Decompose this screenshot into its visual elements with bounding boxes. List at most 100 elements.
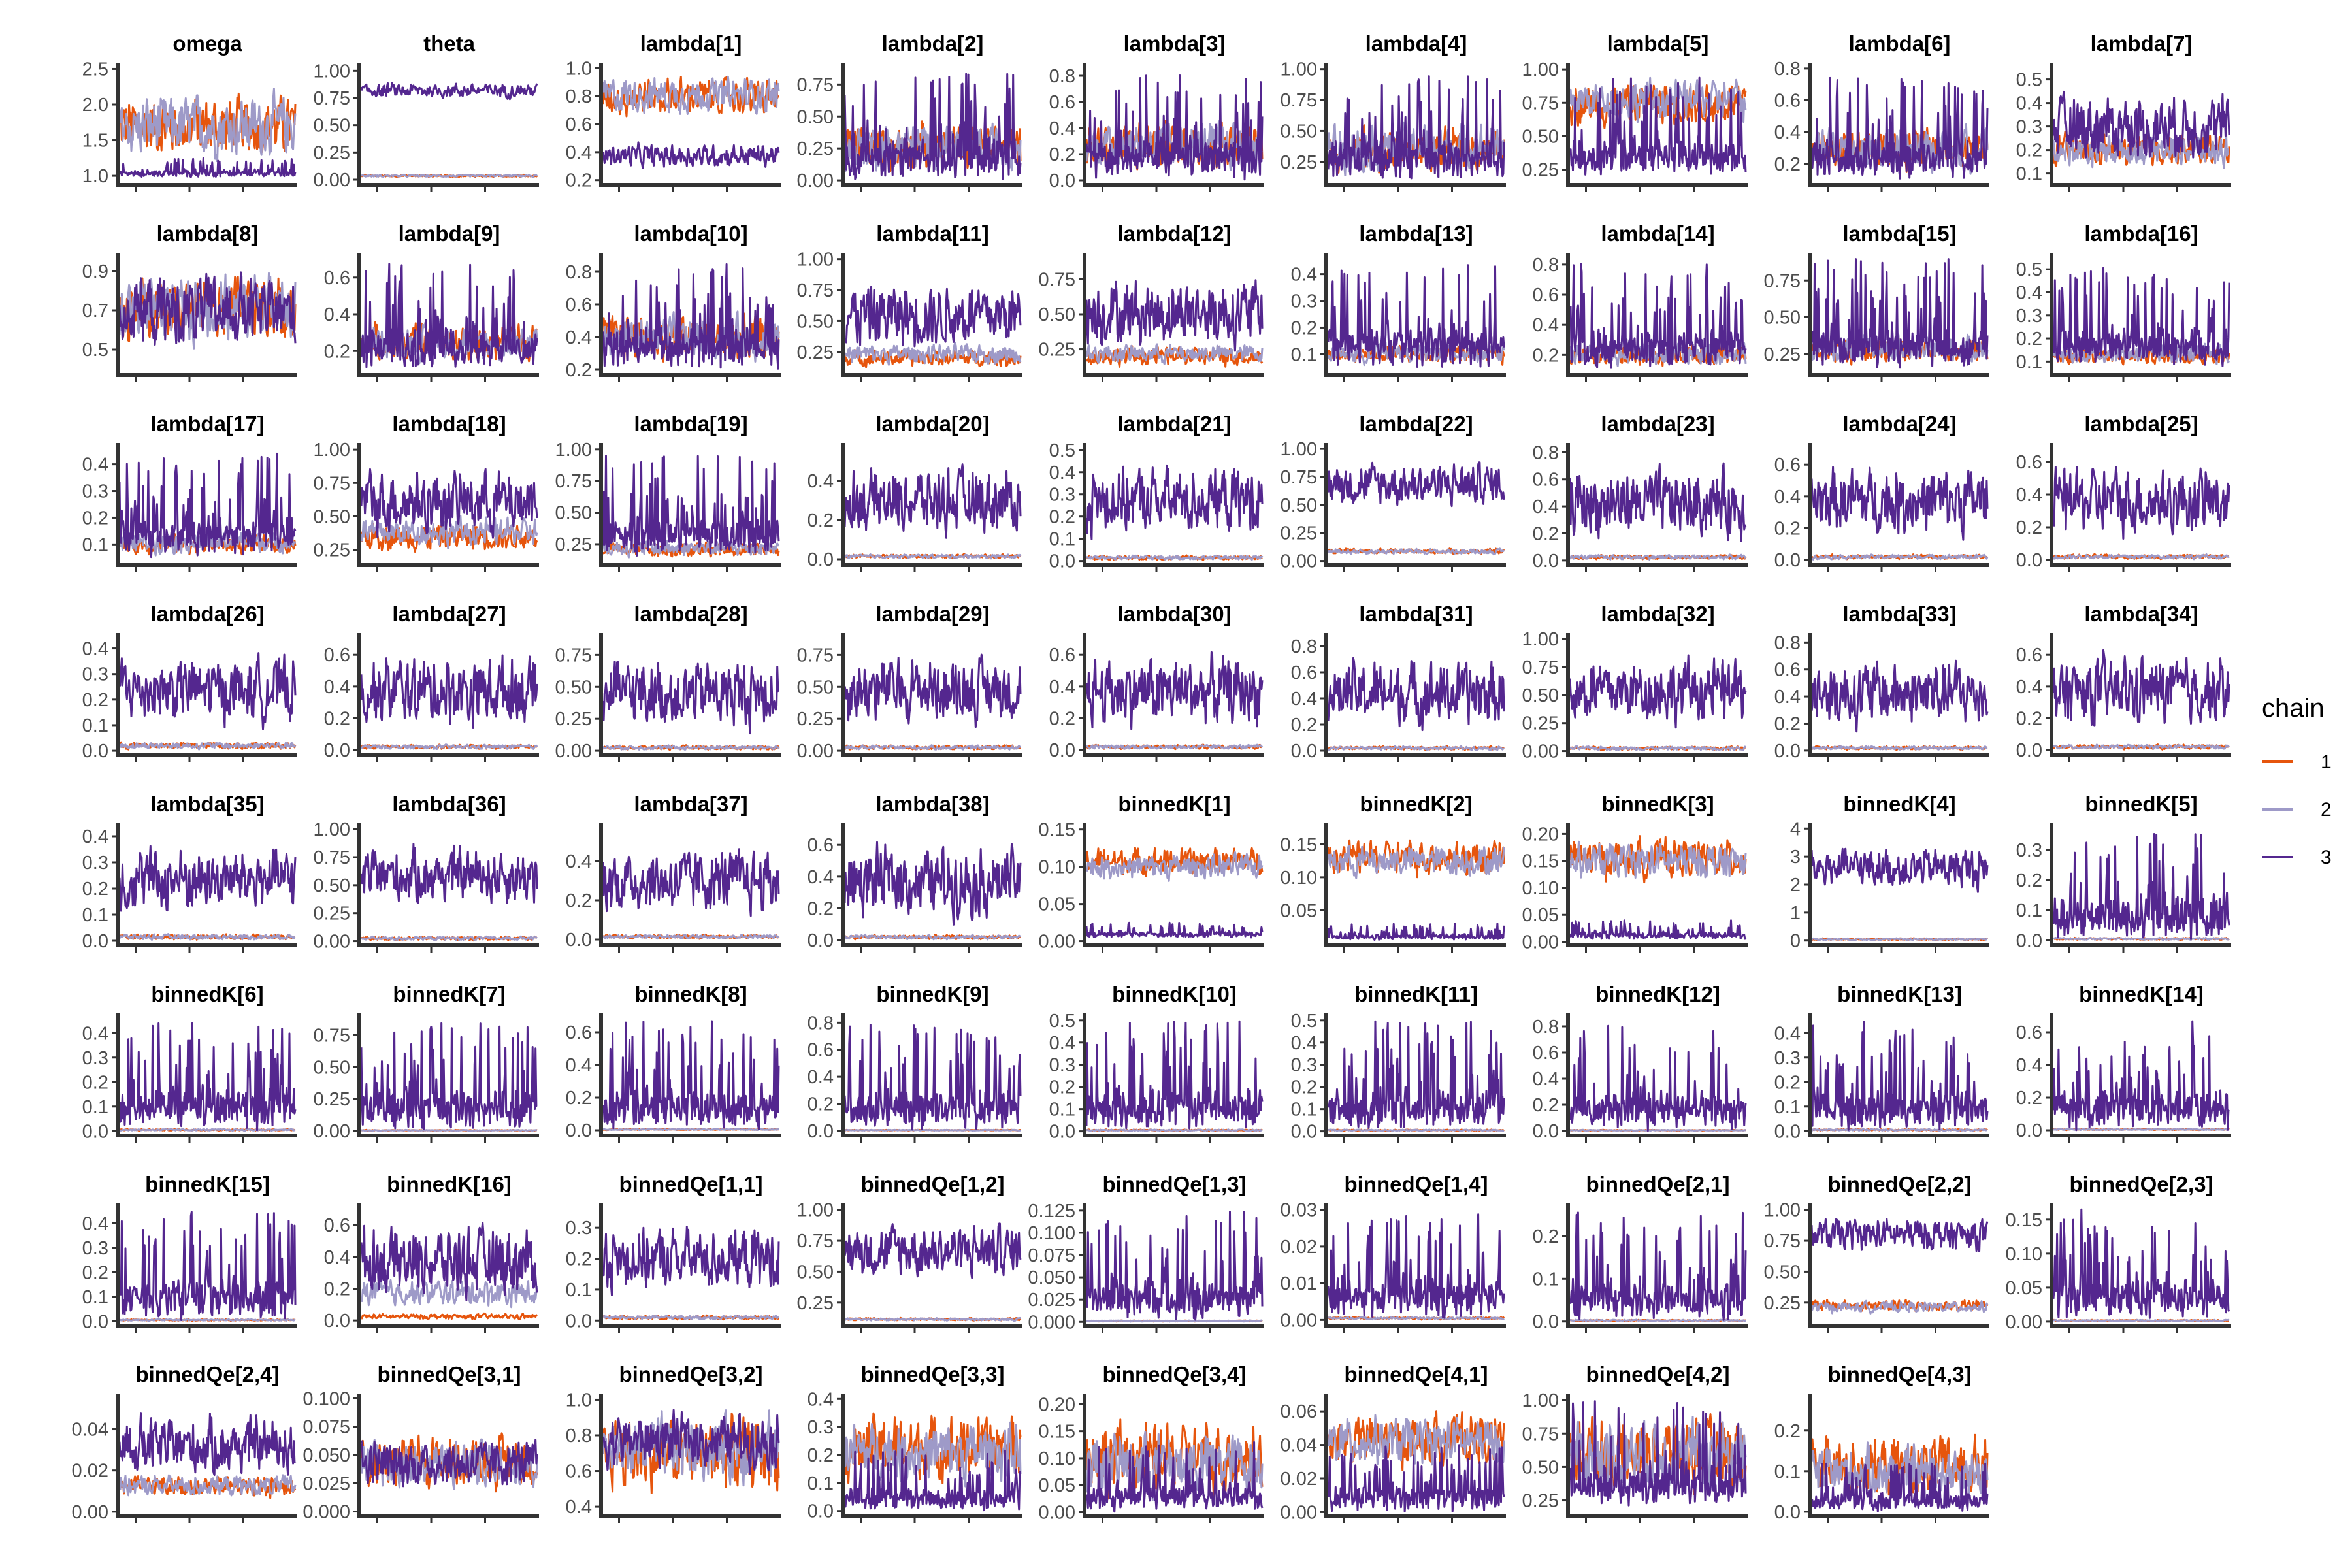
- trace-group: [118, 452, 297, 559]
- y-tick-label: 0.125: [1028, 1201, 1075, 1222]
- trace-group: [843, 1222, 1022, 1322]
- y-tick-label: 0.0: [808, 930, 834, 951]
- y-tick-label: 0.75: [797, 280, 834, 301]
- facet-panel: binnedQe[4,2] 0.25 0.50 0.75 1.00: [1522, 1362, 1748, 1523]
- panel-title: lambda[35]: [150, 792, 264, 816]
- y-tick-label: 0.01: [1281, 1273, 1317, 1294]
- y-tick-label: 0.0: [82, 741, 108, 762]
- facet-panel: binnedK[2] 0.05 0.10 0.15: [1281, 792, 1506, 953]
- chain-2-trace: [360, 1279, 538, 1309]
- facet-panel: binnedQe[4,3] 0.0 0.1 0.2: [1774, 1362, 1989, 1523]
- y-tick-label: 0.4: [82, 639, 108, 660]
- legend-label-chain-2: 2: [2321, 799, 2332, 821]
- y-tick-label: 0.4: [566, 1497, 592, 1518]
- trace-group: [1569, 1024, 1747, 1132]
- chain-3-trace: [2052, 1208, 2230, 1319]
- chain-3-trace: [2052, 649, 2230, 727]
- panel-title: binnedK[4]: [1843, 792, 1955, 816]
- facet-panel: lambda[7] 0.1 0.20.3 0.40.5: [2016, 31, 2231, 192]
- chain-2-trace: [1086, 554, 1264, 561]
- y-tick-label: 0.075: [302, 1417, 350, 1438]
- chain-2-trace: [360, 515, 538, 549]
- y-tick-label: 0: [1790, 931, 1801, 952]
- chain-2-trace: [2052, 553, 2230, 561]
- y-tick-label: 0.04: [72, 1420, 108, 1441]
- chain-3-trace: [1569, 1400, 1747, 1507]
- chain-3-trace: [843, 1024, 1022, 1131]
- y-tick-label: 0.9: [82, 261, 108, 282]
- facet-panel: lambda[19] 0.25 0.50 0.75 1.00: [555, 412, 781, 572]
- y-tick-label: 0.2: [566, 171, 592, 191]
- chain-2-trace: [602, 744, 780, 751]
- y-tick-label: 1.00: [797, 1200, 834, 1221]
- chain-3-trace: [1327, 264, 1505, 368]
- y-tick-label: 1.00: [1764, 1200, 1801, 1221]
- trace-group: [360, 468, 538, 553]
- y-tick-label: 0.6: [2016, 1022, 2042, 1043]
- y-tick-label: 0.75: [314, 1025, 350, 1046]
- y-tick-label: 0.2: [2016, 517, 2042, 538]
- trace-group: [1810, 1218, 1989, 1315]
- trace-group: [602, 75, 780, 169]
- chain-2-trace: [1810, 745, 1988, 751]
- y-tick-label: 0.6: [1774, 660, 1801, 681]
- chain-3-trace: [1085, 1441, 1264, 1513]
- y-tick-label: 0.0: [566, 930, 592, 951]
- y-tick-label: 0.2: [808, 1094, 834, 1115]
- y-tick-label: 0.02: [72, 1461, 108, 1482]
- trace-group: [118, 88, 297, 178]
- chain-3-trace: [2052, 267, 2230, 367]
- panel-title: binnedK[11]: [1354, 982, 1478, 1006]
- chain-3-trace: [1810, 1462, 1989, 1512]
- chain-3-trace: [360, 468, 538, 539]
- panel-title: binnedQe[2,1]: [1586, 1172, 1729, 1196]
- facet-panel: binnedQe[3,3] 0.0 0.1 0.2 0.3 0.4: [808, 1362, 1022, 1523]
- y-tick-label: 0.1: [82, 905, 108, 926]
- panel-title: lambda[13]: [1359, 221, 1473, 246]
- facet-panel: binnedQe[4,1] 0.00 0.02 0.04 0.06: [1281, 1362, 1506, 1523]
- y-tick-label: 1.00: [314, 61, 350, 82]
- facet-panel: binnedQe[3,2] 0.4 0.6 0.8 1.0: [566, 1362, 781, 1523]
- facet-panel: lambda[20] 0.0 0.2 0.4: [808, 412, 1022, 572]
- panel-title: lambda[37]: [634, 792, 747, 816]
- y-tick-label: 1: [1790, 903, 1801, 924]
- facet-panel: binnedK[13] 0.0 0.1 0.2 0.3 0.4: [1774, 982, 1989, 1143]
- y-tick-label: 0.6: [1533, 1043, 1559, 1064]
- chain-legend: chain 1 2 3: [2262, 694, 2332, 868]
- panel-title: binnedQe[3,1]: [377, 1362, 521, 1386]
- y-tick-label: 0.3: [2016, 117, 2042, 138]
- chain-3-trace: [1327, 657, 1505, 732]
- y-tick-label: 0.50: [1522, 685, 1559, 706]
- y-tick-label: 0.75: [1039, 269, 1075, 290]
- y-tick-label: 0.6: [1533, 285, 1559, 306]
- trace-group: [602, 1409, 780, 1494]
- trace-group: [1810, 258, 1989, 369]
- y-tick-label: 0.4: [1049, 677, 1075, 698]
- y-tick-label: 0.75: [314, 473, 350, 494]
- y-tick-label: 0.03: [1281, 1200, 1317, 1221]
- y-tick-label: 0.4: [808, 1389, 834, 1410]
- y-tick-label: 0.0: [1291, 741, 1317, 762]
- trace-group: [1085, 847, 1264, 939]
- y-tick-label: 0.75: [314, 88, 350, 109]
- chain-1-trace: [1327, 839, 1505, 879]
- y-tick-label: 0.4: [2016, 485, 2042, 506]
- chain-2-trace: [361, 173, 538, 178]
- y-tick-label: 0.75: [1281, 467, 1317, 488]
- y-tick-label: 0.4: [1774, 122, 1801, 143]
- chain-2-trace: [602, 75, 780, 115]
- chain-3-trace: [1327, 75, 1505, 180]
- y-tick-label: 0.6: [1049, 645, 1075, 666]
- y-tick-label: 4: [1790, 819, 1801, 840]
- facet-panel: lambda[38] 0.0 0.2 0.4 0.6: [808, 792, 1022, 953]
- y-tick-label: 1.00: [1522, 1390, 1559, 1411]
- y-tick-label: 0.100: [1028, 1223, 1075, 1244]
- trace-group: [1085, 279, 1264, 368]
- y-tick-label: 0.50: [1522, 126, 1559, 147]
- y-tick-label: 0.0: [566, 1311, 592, 1331]
- y-tick-label: 0.50: [1764, 308, 1801, 329]
- panel-title: binnedQe[1,2]: [860, 1172, 1004, 1196]
- panel-title: lambda[32]: [1601, 602, 1714, 626]
- facet-panel: lambda[32] 0.00 0.25 0.50 0.75 1.00: [1522, 602, 1748, 762]
- y-tick-label: 0.100: [302, 1388, 350, 1409]
